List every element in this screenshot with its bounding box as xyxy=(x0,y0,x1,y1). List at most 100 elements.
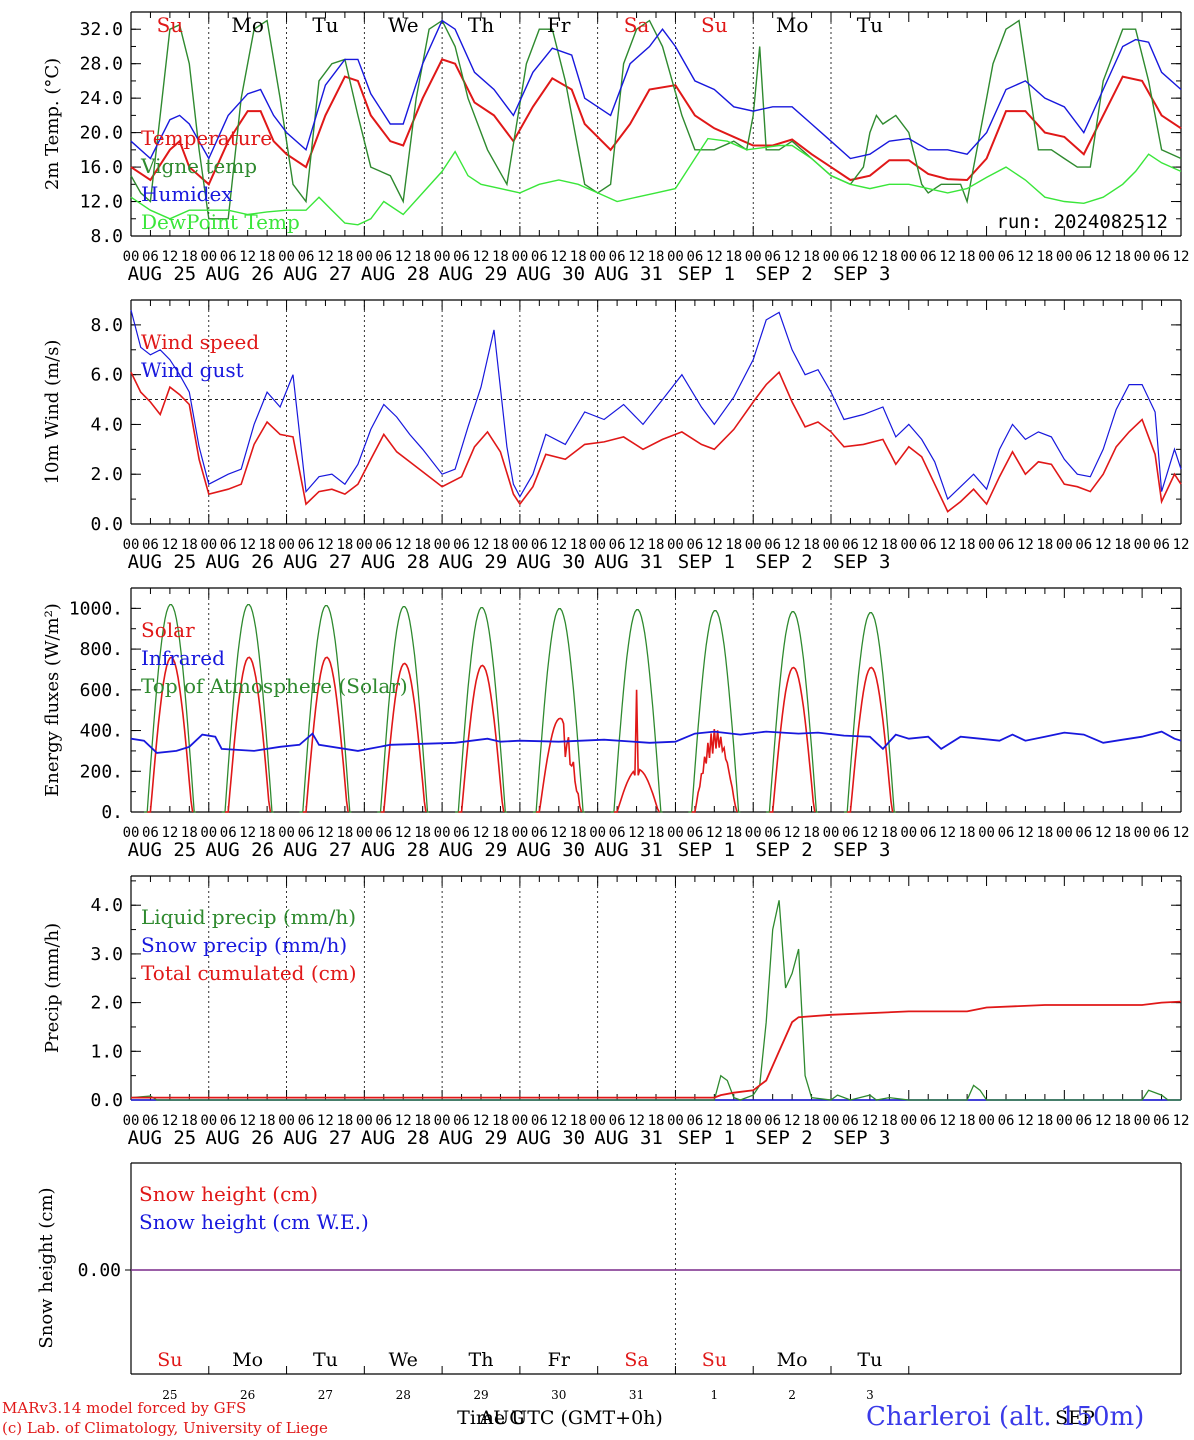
x-hour-label: 18 xyxy=(959,1113,976,1129)
x-hour-label: 00 xyxy=(978,249,995,265)
solar-curve xyxy=(380,662,427,813)
x-date-label: AUG 28 xyxy=(361,551,430,573)
x-hour-label: 00 xyxy=(123,537,140,553)
x-hour-label: 18 xyxy=(881,1113,898,1129)
x-hour-label: 06 xyxy=(609,537,626,553)
x-hour-label: 06 xyxy=(220,537,237,553)
x-hour-label: 12 xyxy=(628,825,645,841)
x-hour-label: 12 xyxy=(784,249,801,265)
x-hour-label: 12 xyxy=(1017,825,1034,841)
x-hour-label: 18 xyxy=(1036,825,1053,841)
x-hour-label: 12 xyxy=(317,537,334,553)
day-number-label: 27 xyxy=(318,1388,333,1402)
x-hour-label: 06 xyxy=(375,1113,392,1129)
x-hour-label: 12 xyxy=(550,1113,567,1129)
x-hour-label: 00 xyxy=(900,825,917,841)
x-hour-label: 12 xyxy=(473,249,490,265)
x-date-label: AUG 30 xyxy=(516,551,585,573)
x-hour-label: 00 xyxy=(356,825,373,841)
x-hour-label: 06 xyxy=(142,825,159,841)
x-hour-label: 00 xyxy=(589,537,606,553)
solar-curve xyxy=(458,664,505,813)
y-axis-label: 10m Wind (m/s) xyxy=(42,340,63,485)
x-hour-label: 00 xyxy=(434,537,451,553)
series-line-1 xyxy=(130,58,1182,186)
x-hour-label: 18 xyxy=(259,825,276,841)
toa-solar-curve xyxy=(766,611,818,813)
series-line-2 xyxy=(130,19,1182,220)
x-hour-label: 18 xyxy=(336,1113,353,1129)
x-hour-label: 12 xyxy=(706,537,723,553)
x-hour-label: 12 xyxy=(784,537,801,553)
x-hour-label: 00 xyxy=(1134,537,1151,553)
month-label-sep: SEP xyxy=(1055,1407,1095,1429)
weekday-label: Fr xyxy=(548,1349,571,1371)
x-date-label: SEP 3 xyxy=(833,839,890,861)
y-tick-label: 4.0 xyxy=(90,414,123,435)
panel-1: 8.0 12.0 16.0 20.0 24.0 28.0 32.0 2m Temp. (°C)… xyxy=(42,11,1189,285)
x-hour-label: 12 xyxy=(628,249,645,265)
lab-credit: (c) Lab. of Climatology, University of L… xyxy=(2,1419,328,1437)
x-hour-label: 18 xyxy=(881,249,898,265)
location-label: Charleroi (alt. 150m) xyxy=(866,1402,1145,1432)
x-hour-label: 12 xyxy=(395,249,412,265)
x-hour-label: 06 xyxy=(686,249,703,265)
x-hour-label: 00 xyxy=(123,249,140,265)
x-hour-label: 06 xyxy=(1075,1113,1092,1129)
x-hour-label: 06 xyxy=(686,1113,703,1129)
x-hour-label: 18 xyxy=(570,825,587,841)
x-date-label: AUG 31 xyxy=(594,1127,663,1149)
run-label: run: 2024082512 xyxy=(996,211,1168,233)
x-hour-label: 00 xyxy=(978,537,995,553)
x-hour-label: 12 xyxy=(161,1113,178,1129)
x-date-label: SEP 3 xyxy=(833,551,890,573)
x-hour-label: 00 xyxy=(434,249,451,265)
toa-solar-curve xyxy=(688,610,741,813)
x-hour-label: 12 xyxy=(628,537,645,553)
x-hour-label: 00 xyxy=(356,1113,373,1129)
x-hour-label: 18 xyxy=(259,249,276,265)
x-hour-label: 18 xyxy=(336,825,353,841)
x-hour-label: 18 xyxy=(181,537,198,553)
y-tick-label: 800. xyxy=(80,639,123,660)
y-tick-label: 20.0 xyxy=(80,123,123,144)
x-hour-label: 00 xyxy=(823,825,840,841)
x-date-label: AUG 25 xyxy=(128,551,197,573)
x-hour-label: 06 xyxy=(298,1113,315,1129)
legend-entry: Temperature xyxy=(141,126,272,150)
weekday-label: Su xyxy=(702,1349,727,1371)
y-axis-label: 2m Temp. (°C) xyxy=(42,58,63,190)
y-tick-label: 400. xyxy=(80,721,123,742)
weekday-label: Su xyxy=(701,13,728,37)
x-hour-label: 00 xyxy=(278,825,295,841)
y-tick-label: 2.0 xyxy=(90,464,123,485)
x-hour-label: 00 xyxy=(511,825,528,841)
x-hour-label: 12 xyxy=(1173,825,1190,841)
x-hour-label: 06 xyxy=(1153,537,1170,553)
x-hour-label: 00 xyxy=(978,1113,995,1129)
y-tick-label: 0. xyxy=(101,802,123,823)
x-hour-label: 18 xyxy=(1114,537,1131,553)
x-date-label: AUG 30 xyxy=(516,1127,585,1149)
weekday-label: Sa xyxy=(624,1349,648,1371)
series-line-4 xyxy=(130,137,1182,226)
model-credit: MARv3.14 model forced by GFS xyxy=(2,1399,247,1417)
x-hour-label: 18 xyxy=(803,537,820,553)
x-hour-label: 12 xyxy=(161,249,178,265)
x-hour-label: 06 xyxy=(531,1113,548,1129)
x-hour-label: 18 xyxy=(414,825,431,841)
x-hour-label: 06 xyxy=(842,825,859,841)
legend-entry: Wind speed xyxy=(141,330,259,354)
x-hour-label: 06 xyxy=(609,249,626,265)
x-hour-label: 18 xyxy=(959,825,976,841)
x-date-label: AUG 31 xyxy=(594,551,663,573)
x-hour-label: 18 xyxy=(725,249,742,265)
x-hour-label: 00 xyxy=(356,537,373,553)
x-hour-label: 00 xyxy=(745,249,762,265)
x-hour-label: 00 xyxy=(123,825,140,841)
legend-entry: Snow height (cm) xyxy=(139,1182,318,1206)
x-hour-label: 12 xyxy=(317,825,334,841)
x-hour-label: 00 xyxy=(823,249,840,265)
solar-curve xyxy=(847,666,894,813)
x-date-label: AUG 26 xyxy=(205,839,274,861)
